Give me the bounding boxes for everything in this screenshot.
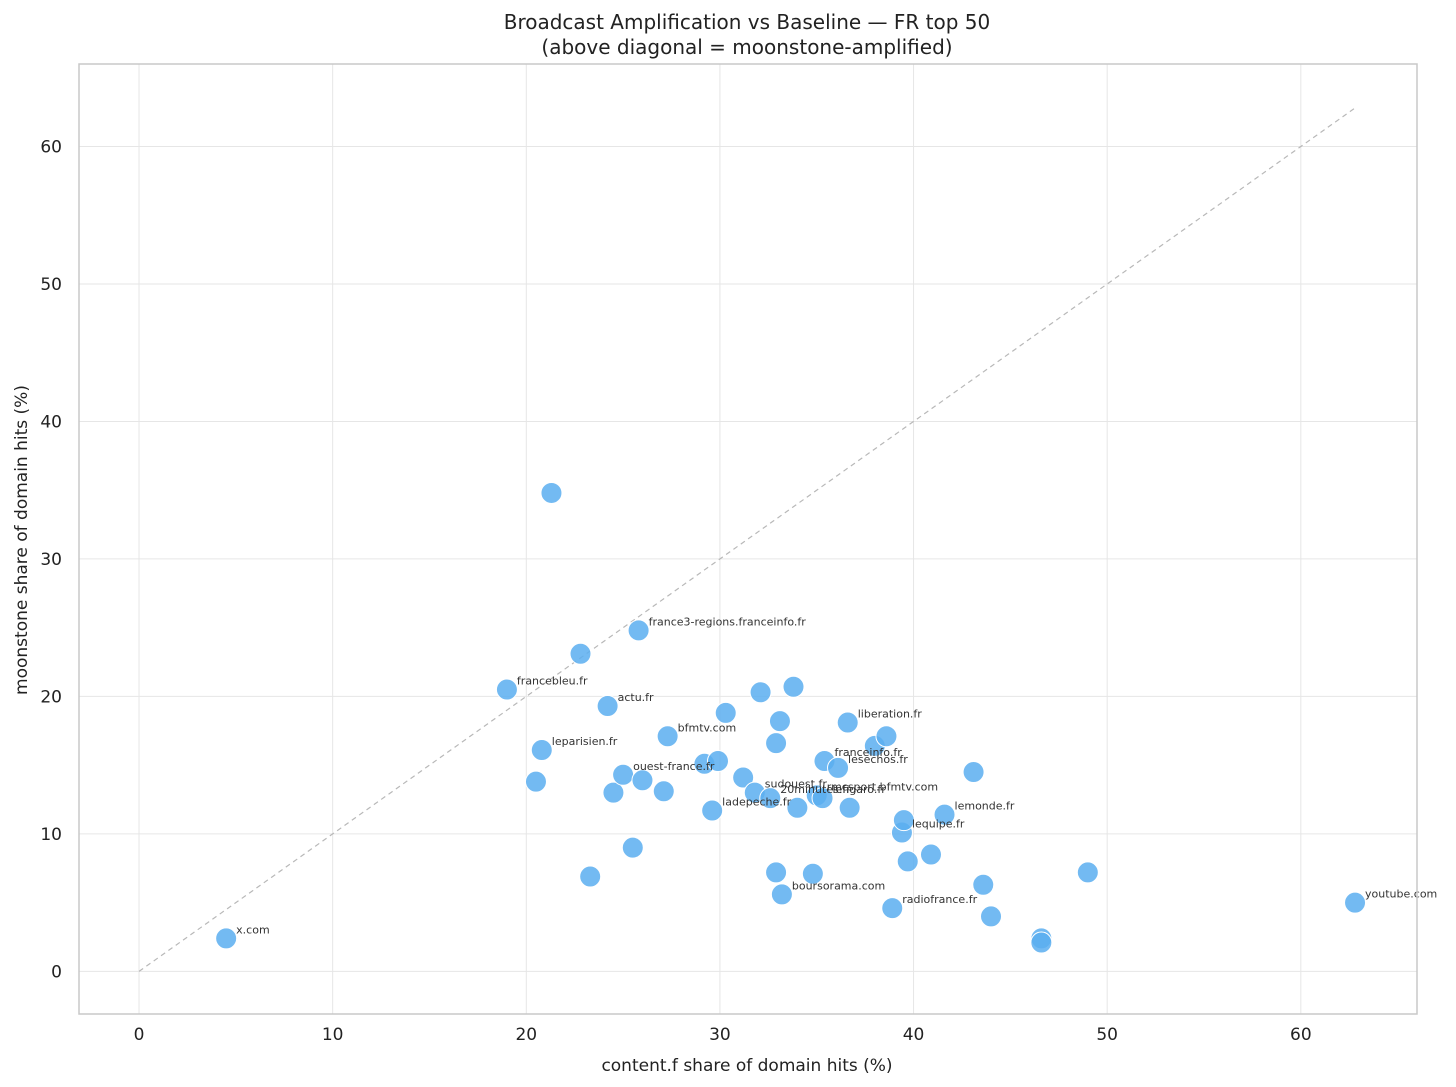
point-label: lequipe.fr [912,818,965,831]
x-axis-label: content.f share of domain hits (%) [601,1056,892,1076]
data-point [811,787,834,810]
data-points [215,481,1367,954]
data-point [612,763,635,786]
data-point [631,769,654,792]
y-tick-label: 40 [40,412,62,432]
point-label: liberation.fr [858,708,923,721]
data-point [596,695,619,718]
x-tick-label: 0 [134,1025,145,1045]
data-point [972,873,995,896]
data-point [827,756,850,779]
data-point [706,750,729,773]
x-tick-label: 30 [709,1025,731,1045]
x-tick-label: 50 [1096,1025,1118,1045]
point-labels: x.com francebleu.fr leparisien.fr actu.fr ou… [236,615,1437,936]
chart-title: Broadcast Amplification vs Baseline — FR… [504,10,991,34]
y-axis-label: moonstone share of domain hits (%) [12,385,32,695]
data-point [765,732,788,755]
data-point [786,796,809,819]
chart-subtitle: (above diagonal = moonstone-amplified) [541,35,952,59]
data-point [782,675,805,698]
point-label: boursorama.com [792,879,885,892]
x-tick-label: 60 [1290,1025,1312,1045]
y-tick-label: 30 [40,550,62,570]
point-label: ouest-france.fr [633,760,715,773]
data-point [933,803,956,826]
plot-frame [78,63,1418,1015]
x-axis-ticks: 0 10 20 30 40 50 60 [134,1025,1312,1045]
y-tick-label: 10 [40,825,62,845]
data-point [919,843,942,866]
x-tick-label: 20 [515,1025,537,1045]
data-point [714,701,737,724]
y-tick-label: 20 [40,687,62,707]
data-point [768,710,791,733]
data-point [732,766,755,789]
data-point [765,861,788,884]
y-tick-label: 50 [40,275,62,295]
point-label: bfmtv.com [678,721,737,734]
data-point [1076,861,1099,884]
data-point [495,678,518,701]
point-label: lefigaro.fr [833,783,887,796]
data-point [980,905,1003,928]
data-point [1030,931,1053,954]
data-point [749,681,772,704]
data-point [579,865,602,888]
data-point [656,725,679,748]
point-label: lemonde.fr [955,800,1015,813]
data-point [892,809,915,832]
x-tick-label: 10 [322,1025,344,1045]
x-tick-label: 40 [903,1025,925,1045]
point-label: ladepeche.fr [722,796,791,809]
data-point [701,799,724,822]
data-point [801,862,824,885]
data-point [759,787,782,810]
point-label: rmcsport.bfmtv.com [827,780,938,793]
point-label: lesechos.fr [848,753,908,766]
point-label: radiofrance.fr [902,893,977,906]
data-point [1344,891,1367,914]
point-label: actu.fr [618,691,654,704]
data-point [530,739,553,762]
data-point [836,711,859,734]
point-label: leparisien.fr [552,735,618,748]
point-label: sudouest.fr [765,778,828,791]
data-point [896,850,919,873]
point-label: franceinfo.fr [834,746,902,759]
data-point [602,781,625,804]
data-point [524,770,547,793]
y-axis-ticks: 0 10 20 30 40 50 60 [40,137,62,982]
diagonal-reference-line [138,107,1356,972]
y-tick-label: 60 [40,137,62,157]
data-point [881,897,904,920]
data-point [838,796,861,819]
data-point [621,836,644,859]
data-point [215,927,238,950]
data-point [652,780,675,803]
data-point [875,725,898,748]
data-point [569,642,592,665]
point-label: x.com [236,923,270,936]
data-point [627,619,650,642]
data-point [540,481,563,504]
point-label: france3-regions.franceinfo.fr [649,615,807,628]
data-point [770,883,793,906]
grid [79,64,1417,1014]
point-label: 20minutes.fr [780,783,851,796]
point-label: francebleu.fr [517,675,588,688]
data-point [962,761,985,784]
y-tick-label: 0 [51,962,62,982]
point-label: youtube.com [1365,888,1437,901]
